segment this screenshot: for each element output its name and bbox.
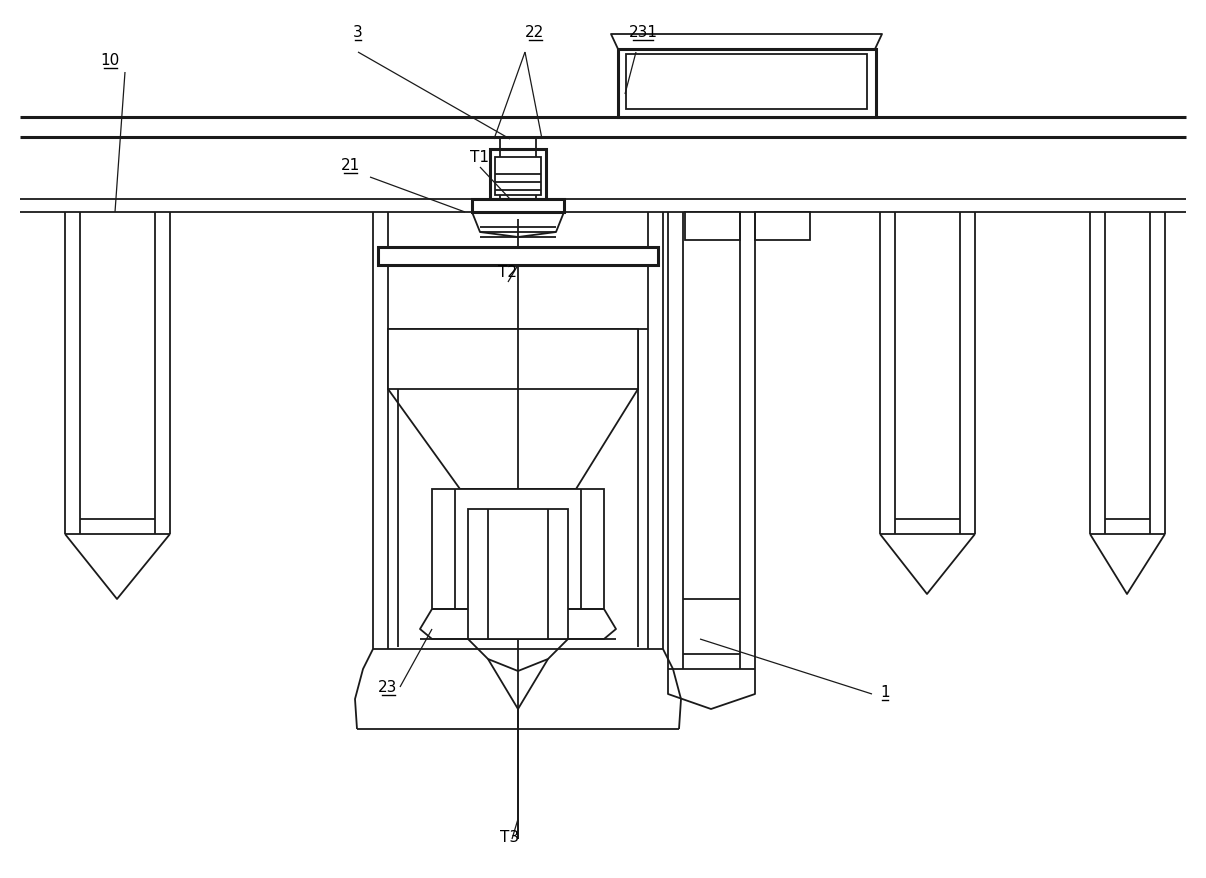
Bar (617, 50, 876, 118)
Text: 21: 21 (340, 158, 359, 173)
Text: 23: 23 (379, 680, 398, 694)
Bar (755, 212, 810, 241)
Text: 10: 10 (100, 53, 119, 68)
Text: 3: 3 (353, 25, 363, 40)
Text: 1: 1 (880, 684, 890, 699)
Bar (388, 329, 638, 390)
Bar (432, 489, 604, 609)
Text: T1: T1 (470, 150, 488, 165)
Text: T2: T2 (498, 264, 517, 280)
Text: 231: 231 (628, 25, 657, 40)
Bar (468, 509, 568, 639)
Text: 22: 22 (526, 25, 545, 40)
Text: T3: T3 (500, 829, 519, 844)
Bar (490, 150, 546, 200)
Bar (685, 212, 740, 241)
Bar (494, 158, 541, 196)
Bar (377, 248, 658, 266)
Bar (472, 200, 564, 212)
Bar (626, 55, 867, 110)
